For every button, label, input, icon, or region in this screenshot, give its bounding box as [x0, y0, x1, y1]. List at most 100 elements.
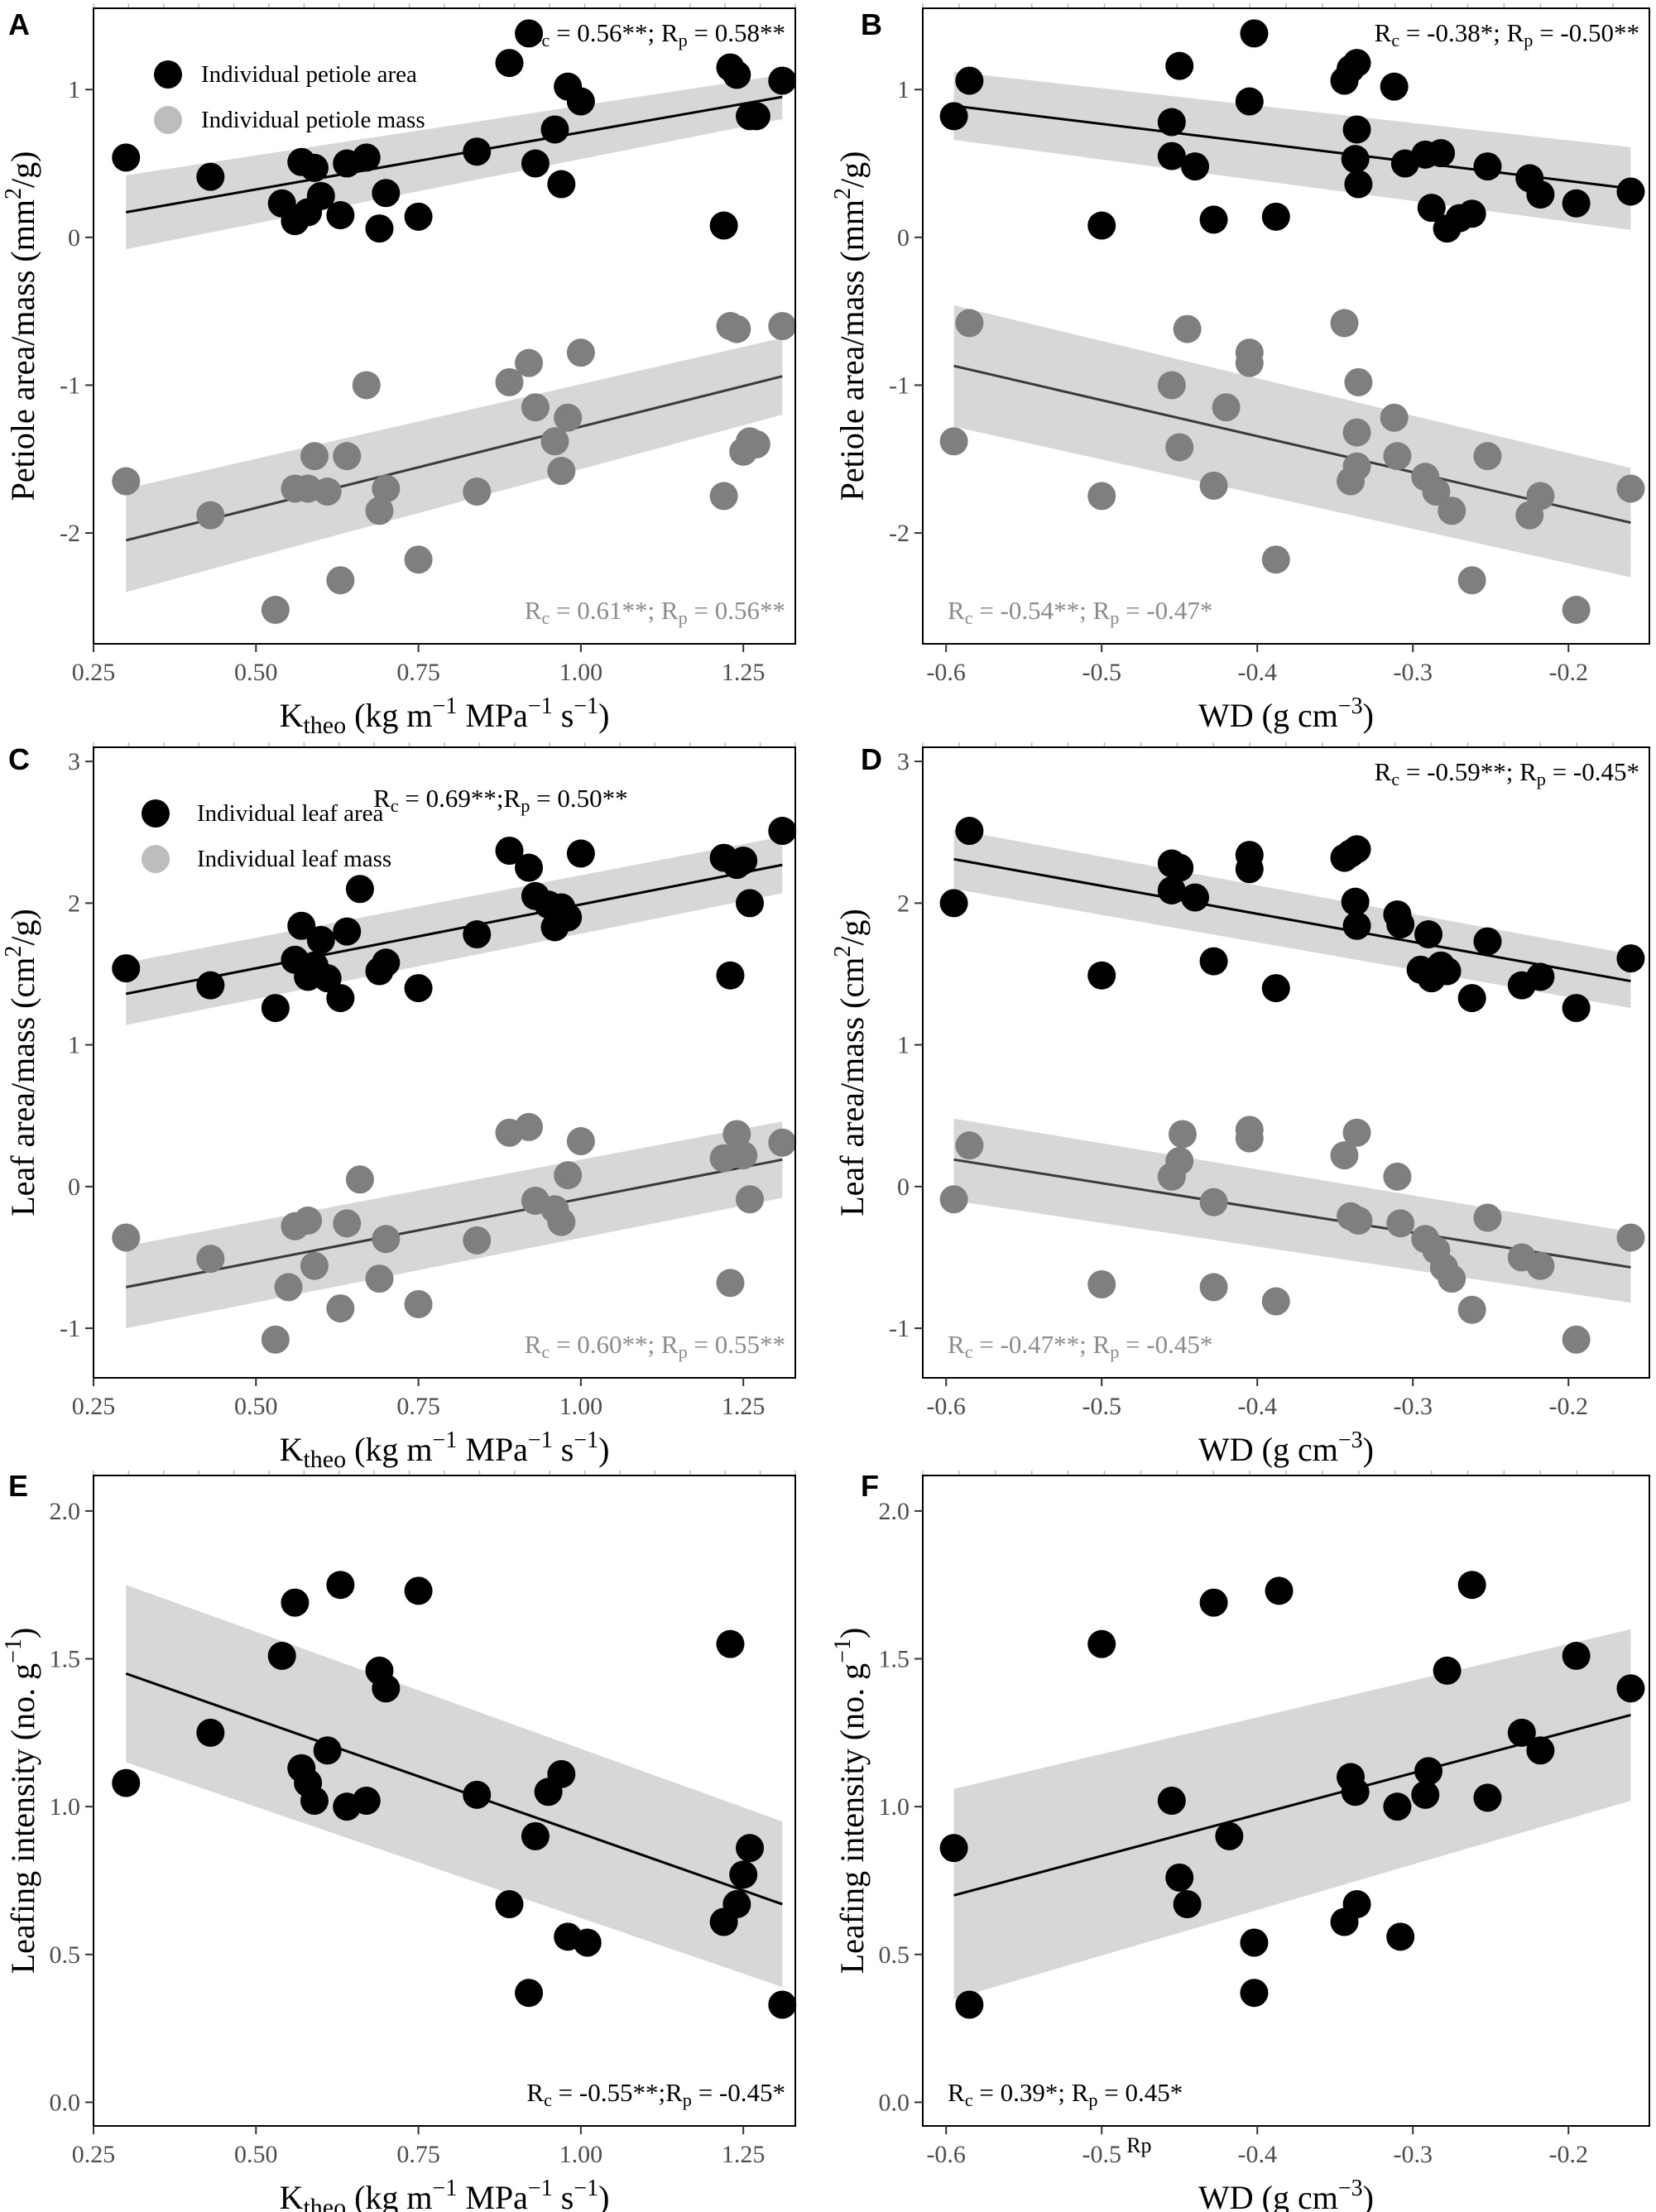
data-point-area: [1344, 170, 1373, 199]
fit-line-area: [125, 863, 783, 996]
data-point-area: [1411, 1780, 1440, 1809]
data-point-mass: [939, 427, 968, 456]
data-point-mass: [352, 371, 381, 400]
x-tick-label: 1.00: [559, 2141, 603, 2168]
data-point-area: [1341, 145, 1370, 174]
panel-label-e: E: [8, 1469, 28, 1503]
data-point-mass: [722, 314, 751, 343]
data-point-mass: [1165, 433, 1194, 462]
data-point-area: [196, 162, 225, 191]
data-point-area: [1199, 947, 1228, 976]
data-point-area: [1562, 189, 1591, 218]
data-point-mass: [1342, 1118, 1371, 1147]
y-tick-label: 2: [897, 890, 910, 917]
panel-label-a: A: [8, 7, 30, 41]
x-tick-label: -0.2: [1548, 2141, 1588, 2168]
data-point-mass: [1616, 1223, 1645, 1252]
data-point-mass: [463, 1226, 492, 1255]
series-mass-points: [112, 1112, 797, 1354]
y-tick-label: 1: [897, 1032, 910, 1059]
data-point-mass: [1212, 393, 1241, 422]
data-point-mass: [261, 595, 290, 624]
data-point-area: [372, 948, 401, 977]
data-point-area: [729, 846, 758, 875]
confidence-band-area: [953, 1629, 1631, 1999]
data-point-area: [1473, 152, 1502, 181]
x-axis-label: WD (g cm−3): [1198, 693, 1374, 734]
data-point-area: [1199, 1588, 1228, 1617]
correlation-annotation-area: Rc​ = 0.69**;Rp​ = 0.50**: [373, 784, 628, 816]
y-axis-label: Leafing intensity (no. g−1): [1, 1628, 41, 1974]
data-point-area: [939, 102, 968, 131]
x-tick-label: -0.2: [1548, 659, 1588, 686]
data-point-mass: [1330, 1141, 1359, 1170]
y-axis-label: Leafing intensity (no. g−1): [830, 1628, 871, 1974]
fit-line-area: [125, 95, 783, 214]
data-point-area: [372, 1674, 401, 1703]
data-point-area: [515, 853, 544, 882]
y-tick-label: 0.0: [50, 2089, 81, 2116]
x-tick-label: -0.4: [1237, 1393, 1277, 1420]
panel-label-f: F: [861, 1469, 879, 1503]
data-point-mass: [1199, 1273, 1228, 1302]
data-point-mass: [261, 1325, 290, 1354]
data-point-mass: [196, 1245, 225, 1274]
x-tick-label: 1.25: [722, 659, 766, 686]
data-point-mass: [326, 1294, 355, 1323]
data-point-area: [1616, 1674, 1645, 1703]
x-axis-label: Ktheo (kg m−1 MPa−1 s−1): [280, 1427, 610, 1473]
data-point-area: [372, 179, 401, 208]
x-tick-label: 0.25: [72, 659, 116, 686]
panel-f: F -0.6 -0.5 -0.4 -0.3 -0.2 0.0 0.5 1.0 1.5 2.0 WD (…: [830, 1469, 1650, 2212]
data-point-area: [300, 1787, 329, 1815]
data-point-mass: [515, 348, 544, 377]
data-point-area: [1414, 1757, 1443, 1786]
y-tick-label: -2: [889, 520, 910, 547]
data-point-area: [1341, 887, 1370, 916]
data-point-mass: [1386, 1209, 1415, 1238]
data-point-mass: [294, 1206, 323, 1235]
data-point-mass: [372, 474, 401, 503]
data-point-area: [1215, 1821, 1244, 1850]
data-point-mass: [1383, 1162, 1412, 1191]
data-point-area: [515, 1979, 544, 2008]
data-point-mass: [1342, 418, 1371, 447]
data-point-area: [1235, 87, 1264, 116]
data-point-area: [1383, 1792, 1412, 1821]
data-point-area: [716, 1629, 745, 1658]
data-point-area: [1386, 1922, 1415, 1951]
x-tick-label: 1.25: [722, 2141, 766, 2168]
x-tick-label: -0.6: [926, 659, 966, 686]
data-point-area: [352, 1787, 381, 1815]
data-point-mass: [742, 429, 770, 458]
confidence-band-area: [126, 1585, 783, 1988]
data-point-area: [463, 920, 492, 949]
data-point-area: [1386, 910, 1415, 939]
data-point-area: [1341, 1778, 1370, 1807]
data-point-mass: [333, 1209, 362, 1238]
data-point-mass: [404, 545, 433, 574]
data-point-area: [742, 102, 770, 131]
series-area-points: [112, 817, 797, 1023]
data-point-mass: [540, 427, 569, 456]
y-tick-label: -1: [60, 1315, 80, 1342]
data-point-area: [306, 181, 335, 210]
data-point-area: [1414, 920, 1443, 949]
data-point-area: [313, 1736, 342, 1765]
legend-marker-area: [142, 799, 170, 828]
data-point-area: [515, 19, 544, 48]
data-point-mass: [300, 442, 329, 471]
y-tick-label: 1.0: [879, 1793, 910, 1821]
data-point-area: [1526, 180, 1555, 209]
data-point-area: [566, 87, 595, 116]
data-point-area: [287, 911, 316, 940]
data-point-area: [1087, 211, 1116, 240]
y-tick-label: 1: [68, 1032, 80, 1059]
correlation-annotation-area: Rc​ = 0.56**; Rp​ = 0.58**: [525, 18, 785, 50]
data-point-mass: [1173, 314, 1202, 343]
data-point-mass: [274, 1273, 303, 1302]
data-point-mass: [521, 393, 550, 422]
data-point-area: [1433, 1656, 1462, 1685]
data-point-mass: [736, 1185, 765, 1214]
data-point-area: [768, 1990, 797, 2019]
